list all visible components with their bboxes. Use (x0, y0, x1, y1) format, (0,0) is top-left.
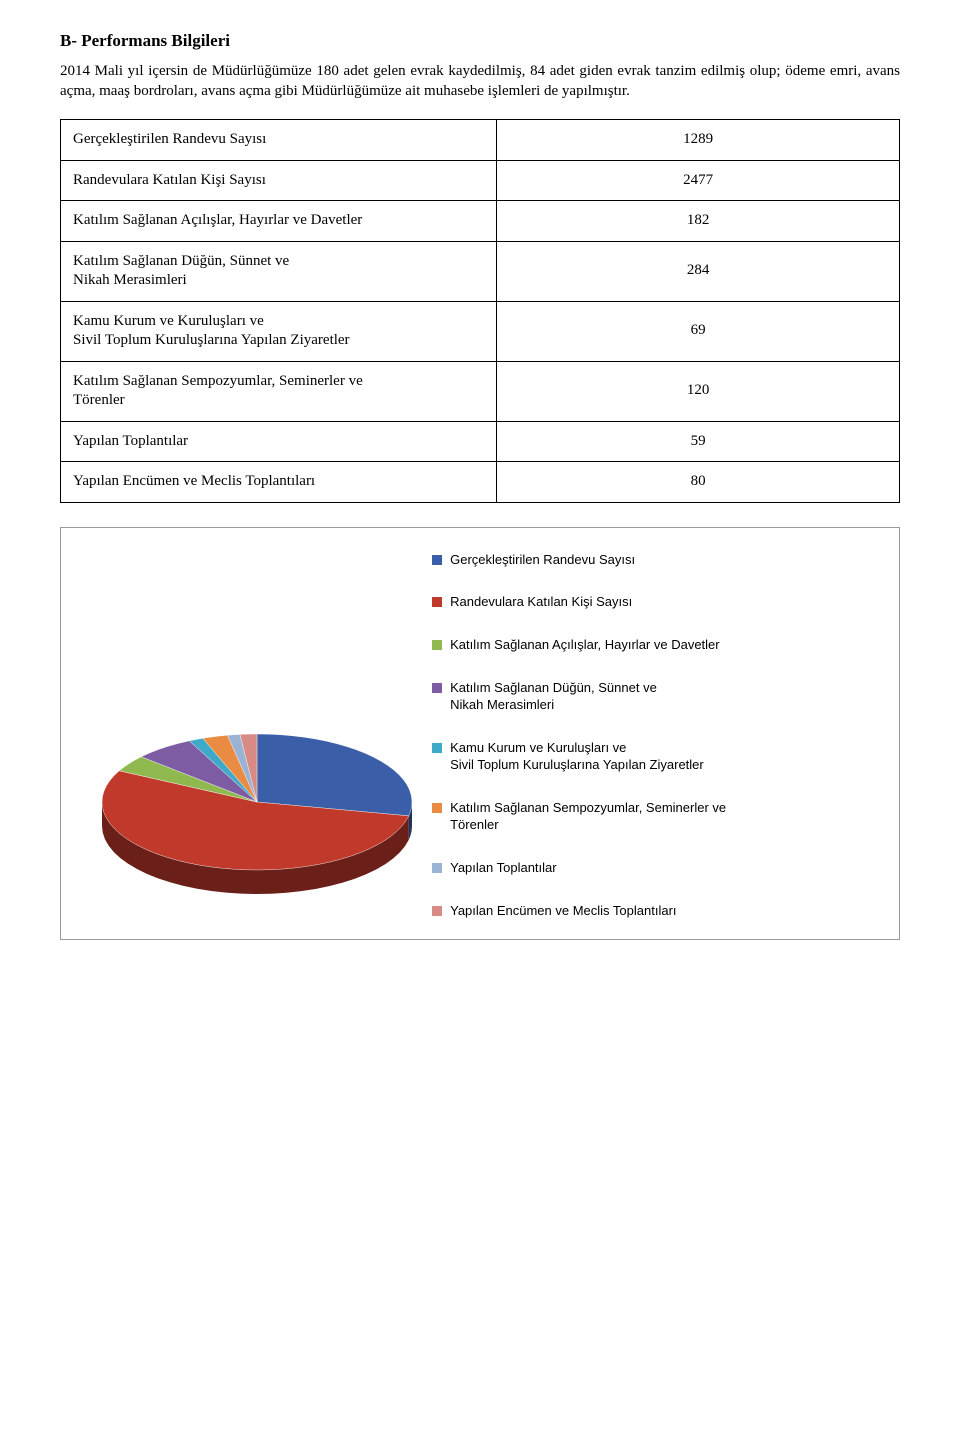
legend-swatch (432, 863, 442, 873)
table-cell-value: 182 (497, 201, 900, 242)
table-row: Gerçekleştirilen Randevu Sayısı1289 (61, 120, 900, 161)
pie-chart-box: Gerçekleştirilen Randevu Sayısı Randevula… (60, 527, 900, 941)
legend-label: Katılım Sağlanan Sempozyumlar, Seminerle… (450, 800, 726, 834)
legend-item: Yapılan Encümen ve Meclis Toplantıları (432, 903, 879, 920)
legend-swatch (432, 597, 442, 607)
legend-swatch (432, 640, 442, 650)
legend-swatch (432, 906, 442, 916)
legend-label: Gerçekleştirilen Randevu Sayısı (450, 552, 635, 569)
table-cell-label: Katılım Sağlanan Düğün, Sünnet veNikah M… (61, 241, 497, 301)
legend-label: Kamu Kurum ve Kuruluşları veSivil Toplum… (450, 740, 704, 774)
legend-label: Yapılan Encümen ve Meclis Toplantıları (450, 903, 676, 920)
legend-item: Yapılan Toplantılar (432, 860, 879, 877)
table-row: Katılım Sağlanan Sempozyumlar, Seminerle… (61, 361, 900, 421)
table-cell-label: Yapılan Toplantılar (61, 421, 497, 462)
table-cell-value: 59 (497, 421, 900, 462)
table-cell-value: 120 (497, 361, 900, 421)
legend-swatch (432, 555, 442, 565)
table-row: Yapılan Toplantılar59 (61, 421, 900, 462)
legend-label: Randevulara Katılan Kişi Sayısı (450, 594, 632, 611)
intro-paragraph: 2014 Mali yıl içersin de Müdürlüğümüze 1… (60, 62, 900, 101)
legend-label: Yapılan Toplantılar (450, 860, 556, 877)
table-cell-label: Katılım Sağlanan Sempozyumlar, Seminerle… (61, 361, 497, 421)
pie-slice (257, 734, 412, 816)
table-cell-value: 284 (497, 241, 900, 301)
legend-label: Katılım Sağlanan Düğün, Sünnet veNikah M… (450, 680, 657, 714)
table-cell-label: Katılım Sağlanan Açılışlar, Hayırlar ve … (61, 201, 497, 242)
legend-swatch (432, 803, 442, 813)
legend-item: Katılım Sağlanan Düğün, Sünnet veNikah M… (432, 680, 879, 714)
table-cell-value: 80 (497, 462, 900, 503)
legend-swatch (432, 743, 442, 753)
table-row: Katılım Sağlanan Düğün, Sünnet veNikah M… (61, 241, 900, 301)
chart-legend: Gerçekleştirilen Randevu Sayısı Randevula… (432, 552, 879, 920)
legend-item: Gerçekleştirilen Randevu Sayısı (432, 552, 879, 569)
table-row: Yapılan Encümen ve Meclis Toplantıları80 (61, 462, 900, 503)
table-row: Katılım Sağlanan Açılışlar, Hayırlar ve … (61, 201, 900, 242)
legend-item: Katılım Sağlanan Sempozyumlar, Seminerle… (432, 800, 879, 834)
performance-table: Gerçekleştirilen Randevu Sayısı1289Rande… (60, 119, 900, 503)
legend-swatch (432, 683, 442, 693)
table-cell-label: Yapılan Encümen ve Meclis Toplantıları (61, 462, 497, 503)
table-cell-label: Randevulara Katılan Kişi Sayısı (61, 160, 497, 201)
legend-item: Kamu Kurum ve Kuruluşları veSivil Toplum… (432, 740, 879, 774)
legend-item: Randevulara Katılan Kişi Sayısı (432, 594, 879, 611)
table-cell-label: Kamu Kurum ve Kuruluşları veSivil Toplum… (61, 301, 497, 361)
legend-item: Katılım Sağlanan Açılışlar, Hayırlar ve … (432, 637, 879, 654)
section-heading: B- Performans Bilgileri (60, 30, 900, 52)
table-cell-value: 2477 (497, 160, 900, 201)
table-row: Randevulara Katılan Kişi Sayısı2477 (61, 160, 900, 201)
legend-label: Katılım Sağlanan Açılışlar, Hayırlar ve … (450, 637, 720, 654)
pie-chart (81, 552, 432, 912)
table-cell-value: 69 (497, 301, 900, 361)
table-row: Kamu Kurum ve Kuruluşları veSivil Toplum… (61, 301, 900, 361)
table-cell-label: Gerçekleştirilen Randevu Sayısı (61, 120, 497, 161)
table-cell-value: 1289 (497, 120, 900, 161)
